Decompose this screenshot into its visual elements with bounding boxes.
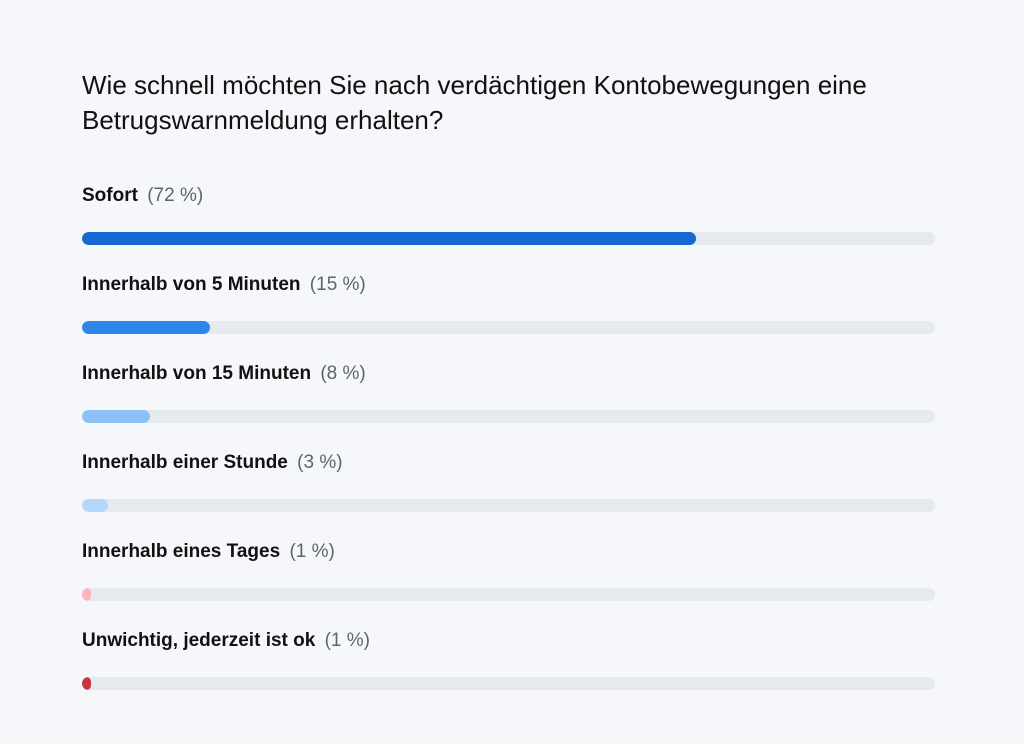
- option-label: Innerhalb eines Tages: [82, 541, 281, 562]
- bar-track: [82, 410, 935, 423]
- poll-option: Innerhalb von 15 Minuten (8 %): [82, 360, 935, 449]
- bar-track: [82, 321, 935, 334]
- option-percent: (1 %): [289, 541, 335, 562]
- poll-question: Wie schnell möchten Sie nach verdächtige…: [82, 70, 867, 135]
- bar-track: [82, 499, 935, 512]
- option-label-row: Innerhalb eines Tages (1 %): [82, 538, 935, 566]
- bar-fill: [82, 321, 210, 334]
- option-label-row: Innerhalb von 15 Minuten (8 %): [82, 360, 935, 388]
- option-label: Sofort: [82, 185, 138, 206]
- poll-option: Sofort (72 %): [82, 182, 935, 271]
- option-label: Innerhalb von 15 Minuten: [82, 363, 312, 384]
- poll-card: Wie schnell möchten Sie nach verdächtige…: [82, 68, 935, 716]
- bar-fill: [82, 499, 108, 512]
- poll-option: Unwichtig, jederzeit ist ok (1 %): [82, 627, 935, 716]
- option-percent: (72 %): [147, 185, 204, 206]
- option-percent: (3 %): [297, 452, 343, 473]
- option-label-row: Unwichtig, jederzeit ist ok (1 %): [82, 627, 935, 655]
- option-label-row: Sofort (72 %): [82, 182, 935, 210]
- bar-track: [82, 232, 935, 245]
- option-percent: (15 %): [309, 274, 366, 295]
- poll-option: Innerhalb einer Stunde (3 %): [82, 449, 935, 538]
- option-label: Unwichtig, jederzeit ist ok: [82, 630, 316, 651]
- option-label-row: Innerhalb von 5 Minuten (15 %): [82, 271, 935, 299]
- option-label: Innerhalb einer Stunde: [82, 452, 288, 473]
- bar-fill: [82, 588, 91, 601]
- option-percent: (8 %): [320, 363, 366, 384]
- poll-option: Innerhalb eines Tages (1 %): [82, 538, 935, 627]
- bar-track: [82, 677, 935, 690]
- option-percent: (1 %): [324, 630, 371, 651]
- bar-fill: [82, 677, 91, 690]
- poll-options: Sofort (72 %) Innerhalb von 5 Minuten (15…: [82, 182, 935, 716]
- bar-fill: [82, 410, 151, 423]
- option-label-row: Innerhalb einer Stunde (3 %): [82, 449, 935, 477]
- bar-track: [82, 588, 935, 601]
- poll-option: Innerhalb von 5 Minuten (15 %): [82, 271, 935, 360]
- bar-fill: [82, 232, 697, 245]
- option-label: Innerhalb von 5 Minuten: [82, 274, 301, 295]
